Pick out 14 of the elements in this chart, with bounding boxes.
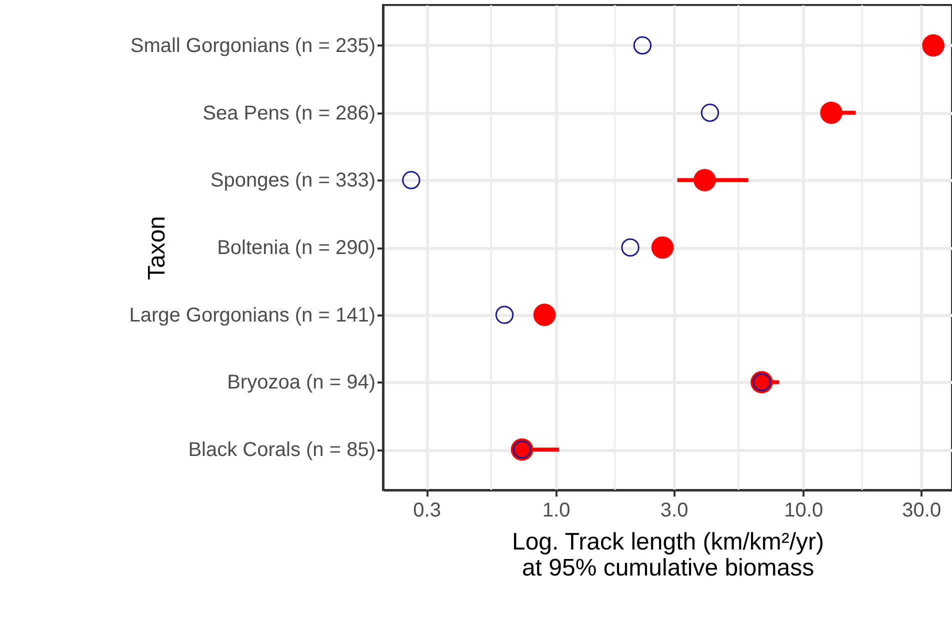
x-tick-label: 1.0 (542, 500, 570, 522)
y-tick-label: Black Corals (n = 85) (188, 439, 376, 462)
y-tick-label: Sea Pens (n = 286) (202, 102, 376, 124)
y-axis-title: Taxon (144, 216, 170, 280)
y-tick-label: Bryozoa (n = 94) (227, 372, 376, 394)
y-tick-label: Small Gorgonians (n = 235) (130, 34, 376, 57)
x-tick-label: 10.0 (784, 500, 824, 522)
x-axis-title: Log. Track length (km/km²/yr) at 95% cumulative biomass (512, 528, 824, 582)
y-tick-label: Large Gorgonians (n = 141) (129, 304, 376, 326)
x-tick-label: 3.0 (660, 500, 688, 522)
y-tick-label: Sponges (n = 333) (210, 170, 376, 192)
y-tick-label: Boltenia (n = 290) (217, 237, 376, 259)
x-tick-label: 30.0 (902, 500, 942, 522)
x-tick-label: 0.3 (413, 500, 441, 522)
